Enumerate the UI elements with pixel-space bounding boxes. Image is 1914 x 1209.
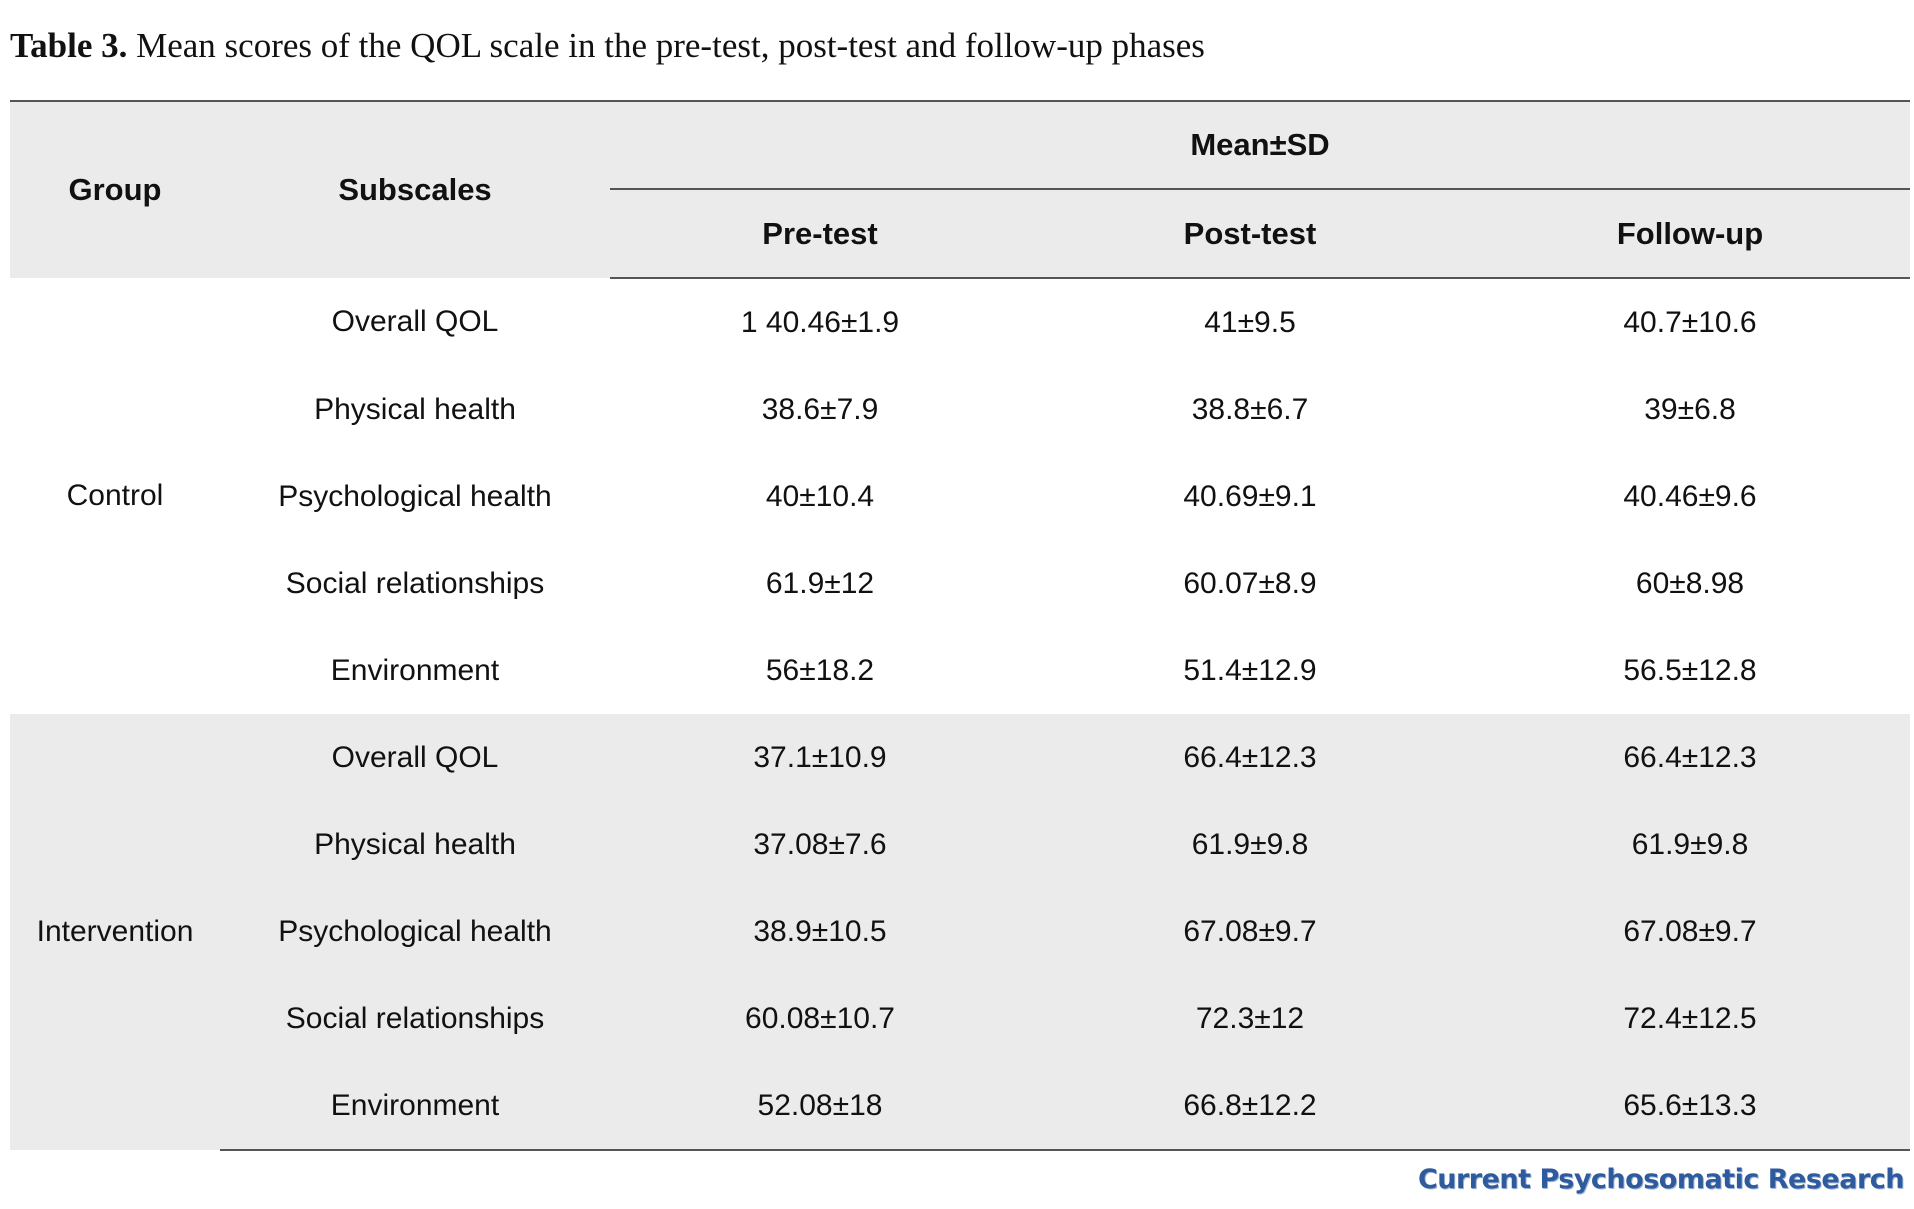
pre-test-cell: 37.1±10.9 — [610, 714, 1030, 801]
control-group: Control Overall QOL 1 40.46±1.9 41±9.5 4… — [10, 278, 1911, 714]
post-test-cell: 41±9.5 — [1030, 278, 1470, 366]
pre-test-cell: 40±10.4 — [610, 453, 1030, 540]
pre-test-cell: 1 40.46±1.9 — [610, 278, 1030, 366]
pre-test-cell: 52.08±18 — [610, 1062, 1030, 1151]
pre-test-cell: 37.08±7.6 — [610, 801, 1030, 888]
subscale-cell: Overall QOL — [220, 714, 610, 801]
table-header: Group Subscales Mean±SD Pre-test Post-te… — [10, 100, 1911, 279]
caption-text: Mean scores of the QOL scale in the pre-… — [127, 26, 1205, 65]
post-test-cell: 66.4±12.3 — [1030, 714, 1470, 801]
header-mean-sd: Mean±SD — [610, 100, 1911, 190]
group-name-control: Control — [10, 278, 220, 714]
subscale-cell: Environment — [220, 1062, 610, 1151]
subscale-cell: Psychological health — [220, 453, 610, 540]
table-row: Psychological health 40±10.4 40.69±9.1 4… — [10, 453, 1911, 540]
header-group: Group — [10, 100, 220, 278]
table-row: Intervention Overall QOL 37.1±10.9 66.4±… — [10, 714, 1911, 1150]
subscale-cell: Physical health — [220, 366, 610, 453]
table-row: Psychological health 38.9±10.5 67.08±9.7… — [10, 888, 1911, 975]
follow-up-cell: 40.7±10.6 — [1470, 278, 1911, 366]
follow-up-cell: 56.5±12.8 — [1470, 627, 1911, 714]
table-row: Environment 56±18.2 51.4±12.9 56.5±12.8 — [10, 627, 1911, 714]
post-test-cell: 51.4±12.9 — [1030, 627, 1470, 714]
subscale-cell: Psychological health — [220, 888, 610, 975]
table-row: Physical health 38.6±7.9 38.8±6.7 39±6.8 — [10, 366, 1911, 453]
header-post-test: Post-test — [1030, 189, 1470, 279]
pre-test-cell: 61.9±12 — [610, 540, 1030, 627]
subscale-cell: Social relationships — [220, 540, 610, 627]
post-test-cell: 66.8±12.2 — [1030, 1062, 1470, 1151]
table-caption: Table 3. Mean scores of the QOL scale in… — [10, 22, 1205, 70]
post-test-cell: 60.07±8.9 — [1030, 540, 1470, 627]
post-test-cell: 61.9±9.8 — [1030, 801, 1470, 888]
subscale-cell: Overall QOL — [220, 278, 610, 366]
qol-table: Group Subscales Mean±SD Pre-test Post-te… — [10, 100, 1911, 1151]
follow-up-cell: 60±8.98 — [1470, 540, 1911, 627]
table-row: Environment 52.08±18 66.8±12.2 65.6±13.3 — [10, 1062, 1911, 1151]
post-test-cell: 67.08±9.7 — [1030, 888, 1470, 975]
pre-test-cell: 60.08±10.7 — [610, 975, 1030, 1062]
subscale-cell: Social relationships — [220, 975, 610, 1062]
follow-up-cell: 40.46±9.6 — [1470, 453, 1911, 540]
pre-test-cell: 38.6±7.9 — [610, 366, 1030, 453]
follow-up-cell: 67.08±9.7 — [1470, 888, 1911, 975]
follow-up-cell: 72.4±12.5 — [1470, 975, 1911, 1062]
follow-up-cell: 65.6±13.3 — [1470, 1062, 1911, 1151]
subscale-cell: Environment — [220, 627, 610, 714]
intervention-group: Intervention Overall QOL 37.1±10.9 66.4±… — [10, 714, 1911, 1151]
follow-up-cell: 39±6.8 — [1470, 366, 1911, 453]
post-test-cell: 40.69±9.1 — [1030, 453, 1470, 540]
follow-up-cell: 66.4±12.3 — [1470, 714, 1911, 801]
group-name-intervention: Intervention — [10, 714, 220, 1150]
table-row: Social relationships 61.9±12 60.07±8.9 6… — [10, 540, 1911, 627]
post-test-cell: 72.3±12 — [1030, 975, 1470, 1062]
post-test-cell: 38.8±6.7 — [1030, 366, 1470, 453]
header-follow-up: Follow-up — [1470, 189, 1911, 279]
journal-logo: Current Psychosomatic Research — [1417, 1164, 1905, 1195]
pre-test-cell: 56±18.2 — [610, 627, 1030, 714]
table-row: Social relationships 60.08±10.7 72.3±12 … — [10, 975, 1911, 1062]
header-pre-test: Pre-test — [610, 189, 1030, 279]
caption-label: Table 3. — [10, 26, 128, 65]
follow-up-cell: 61.9±9.8 — [1470, 801, 1911, 888]
table-row: Control Overall QOL 1 40.46±1.9 41±9.5 4… — [10, 278, 1911, 714]
table-row: Physical health 37.08±7.6 61.9±9.8 61.9±… — [10, 801, 1911, 888]
subscale-cell: Physical health — [220, 801, 610, 888]
pre-test-cell: 38.9±10.5 — [610, 888, 1030, 975]
header-subscales: Subscales — [220, 100, 610, 278]
